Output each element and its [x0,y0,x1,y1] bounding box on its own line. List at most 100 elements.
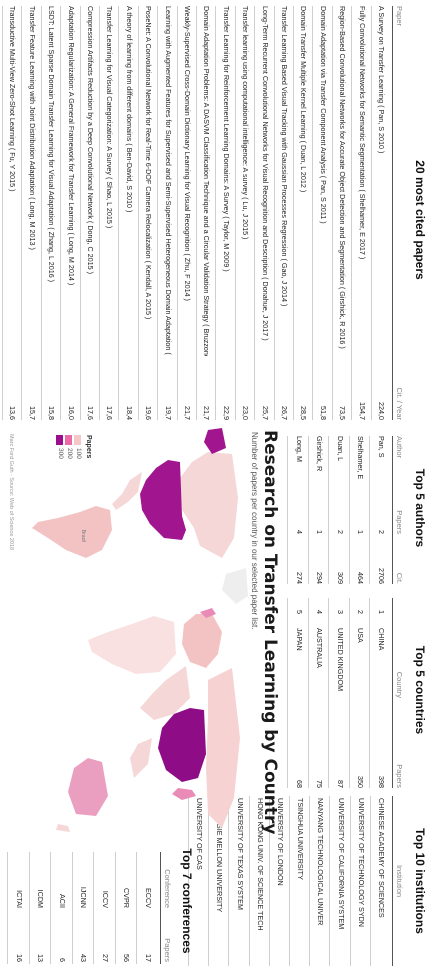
conference-papers-cell: 6 [58,958,67,962]
paper-row-rule [370,6,372,420]
institution-row-rule [349,796,351,966]
papers-col-paper: Paper [395,6,404,27]
country-name-cell: UNITED KINGDOM [336,628,345,692]
paper-cit-cell: 15,8 [47,406,57,420]
institution-name-cell: TSINGHUA UNIVERSITY [296,798,306,880]
paper-row-rule [137,6,139,420]
paper-cit-cell: 154,7 [357,402,367,420]
conference-name-cell: ICTAI [15,890,24,908]
world-map: Brazil [32,428,248,832]
conference-papers-cell: 13 [36,954,46,962]
country-rank-cell: 1 [377,610,386,614]
paper-cit-cell: 51,8 [318,406,328,420]
paper-cit-cell: 17,6 [86,406,95,420]
country-rank-cell: 4 [315,610,325,614]
author-papers-cell: 2 [336,530,345,534]
countries-col-country: Country [395,671,404,698]
author-cit-cell: 2706 [377,568,386,584]
conferences-col-papers: Papers [163,938,172,962]
author-papers-cell: 1 [315,530,325,534]
map-credit: Marc Ford Guth · Source: Web of Science … [8,434,14,551]
country-rank-cell: 3 [336,610,345,614]
institution-row-rule [329,796,331,966]
conference-name-cell: IJCNN [79,886,89,908]
conference-row-rule [29,852,30,964]
paper-row-rule [351,6,353,420]
country-rank-cell: 5 [295,610,304,614]
paper-cit-cell: 25,7 [260,406,270,420]
author-papers-cell: 1 [356,530,366,534]
countries-title: Top 5 countries [413,645,427,735]
conference-name-cell: ICDM [36,889,46,908]
paper-row-rule [21,6,23,420]
paper-title-cell: Transfer Learning for Reinforcement Lear… [221,6,231,272]
paper-row-rule [331,6,333,420]
map-africa [88,616,176,674]
paper-title-cell: Learning with Augmented Features for Sup… [163,6,173,356]
paper-title-cell: A Survey on Transfer Learning ( Pan, S 2… [377,6,386,154]
paper-row-rule [60,6,62,420]
paper-title-cell: Fully Convolutional Networks for Semanti… [357,6,367,260]
country-rank-cell: 2 [356,610,366,614]
author-row-rule [308,436,309,584]
legend-swatch-200 [65,435,72,445]
map-greenland [222,568,248,604]
country-papers-cell: 75 [315,780,325,788]
legend-label-300: 300 [57,448,64,459]
author-papers-cell: 2 [377,530,386,534]
paper-title-cell: LSDT: Latent Sparse Domain Transfer Lear… [47,6,57,283]
country-papers-cell: 398 [377,776,386,788]
country-row-rule [369,598,371,788]
authors-title: Top 5 authors [413,468,427,548]
paper-row-rule [176,6,178,420]
countries-header-rule [392,598,393,788]
paper-title-cell: Adaptation Regularization: A General Fra… [66,6,76,286]
authors-header-rule [392,436,393,584]
conferences-col-conference: Conference [163,869,172,908]
paper-row-rule [254,6,256,420]
paper-cit-cell: 16,0 [66,406,76,420]
conference-papers-cell: 17 [144,954,153,962]
country-name-cell: CHINA [377,628,386,651]
conference-row-rule [50,852,52,964]
map-title: Research on Transfer Learning by Country [260,430,280,835]
country-name-cell: JAPAN [295,628,304,651]
conferences-title: Top 7 conferences [180,848,194,954]
paper-row-rule [196,6,197,420]
paper-row-rule [312,6,314,420]
legend-title: Papers [85,435,92,459]
authors-col-cit: Cit. [395,572,404,584]
country-name-cell: USA [356,628,366,643]
paper-cit-cell: 15,7 [27,406,37,420]
paper-cit-cell: 19,6 [144,406,154,420]
conference-papers-cell: 27 [101,954,110,962]
paper-row-rule [273,6,275,420]
institution-name-cell: CHINESE ACADEMY OF SCIENCES [377,798,386,918]
paper-title-cell: Weakly-Supervised Cross-Domain Dictionar… [183,6,192,301]
map-uk [200,608,216,618]
author-cit-cell: 274 [295,572,304,584]
country-papers-cell: 87 [336,780,345,788]
author-row-rule [328,436,330,584]
conference-name-cell: ACII [58,894,67,908]
paper-title-cell: Transfer Learning Based Visual Tracking … [280,6,289,307]
map-legend: Papers 100 200 300 [32,435,92,525]
paper-title-cell: Transfer learning using computational in… [241,6,251,240]
legend-swatch-100 [74,435,81,445]
paper-title-cell: Transductive Multi-View Zero-Shot Learni… [8,6,18,192]
countries-col-papers: Papers [395,764,404,788]
paper-row-rule [99,6,100,420]
paper-row-rule [2,6,3,420]
institution-name-cell: NANYANG TECHNOLOGICAL UNIVER [316,798,326,926]
conference-name-cell: CVPR [122,888,132,908]
author-row-rule [287,436,289,584]
paper-row-rule [118,6,120,420]
map-china [158,708,206,782]
conference-name-cell: ICCV [101,890,110,908]
paper-row-rule [234,6,236,420]
paper-title-cell: A theory of learning from different doma… [124,6,134,213]
paper-title-cell: Long-Term Recurrent Convolutional Networ… [260,6,270,341]
legend-label-100: 100 [75,448,82,459]
papers-title: 20 most cited papers [413,160,427,280]
